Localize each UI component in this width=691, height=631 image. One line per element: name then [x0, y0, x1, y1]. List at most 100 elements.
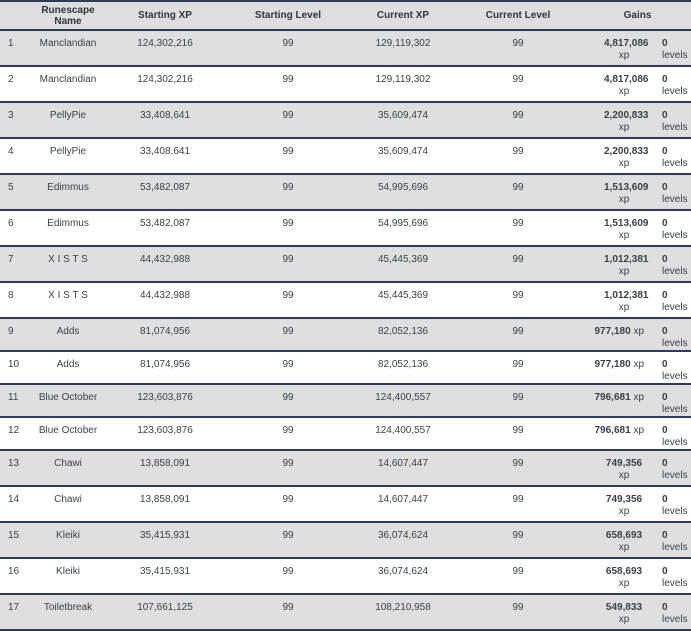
name-cell: Blue October	[28, 384, 108, 418]
gain-levels-value: 0	[662, 359, 668, 370]
starting-xp-cell: 107,661,125	[108, 594, 222, 631]
name-cell: PellyPie	[28, 102, 108, 139]
gain-levels-value: 0	[662, 458, 668, 469]
header-current-level[interactable]: Current Level	[452, 0, 584, 31]
levels-unit: levels	[662, 614, 688, 625]
rank-cell: 9	[0, 318, 28, 352]
levels-unit: levels	[662, 404, 688, 415]
levels-unit: levels	[662, 230, 688, 241]
starting-level-cell: 99	[222, 558, 354, 595]
current-xp-cell: 35,609,474	[354, 138, 452, 175]
starting-level-cell: 99	[222, 210, 354, 247]
levels-unit: levels	[662, 86, 688, 97]
starting-level-cell: 99	[222, 174, 354, 211]
rank-cell: 8	[0, 282, 28, 319]
gain-levels-cell: 0 levels	[648, 450, 691, 487]
header-starting-xp[interactable]: Starting XP	[108, 0, 222, 31]
gain-xp-value: 749,356	[605, 458, 643, 469]
xp-unit: xp	[618, 542, 630, 553]
gain-xp-cell: 2,200,833 xp	[584, 138, 649, 175]
gain-levels-cell: 0 levels	[648, 138, 691, 175]
current-level-cell: 99	[452, 138, 584, 175]
header-starting-level[interactable]: Starting Level	[222, 0, 354, 31]
rank-cell: 12	[0, 417, 28, 451]
xp-unit: xp	[618, 230, 630, 241]
name-cell: Toiletbreak	[28, 594, 108, 631]
xp-unit: xp	[618, 302, 630, 313]
name-cell: Blue October	[28, 417, 108, 451]
current-xp-cell: 45,445,369	[354, 246, 452, 283]
rank-cell: 1	[0, 30, 28, 67]
starting-level-cell: 99	[222, 417, 354, 451]
current-level-cell: 99	[452, 594, 584, 631]
rank-cell: 7	[0, 246, 28, 283]
rank-cell: 5	[0, 174, 28, 211]
starting-xp-cell: 53,482,087	[108, 210, 222, 247]
starting-xp-cell: 124,302,216	[108, 30, 222, 67]
gain-levels-cell: 0 levels	[648, 30, 691, 67]
rank-cell: 3	[0, 102, 28, 139]
levels-unit: levels	[662, 338, 688, 349]
starting-level-cell: 99	[222, 486, 354, 523]
gain-xp-cell: 796,681 xp	[584, 384, 648, 418]
xp-unit: xp	[633, 359, 644, 370]
name-cell: Kleiki	[28, 558, 108, 595]
table-row: 1 Manclandian 124,302,216 99 129,119,302 99 4,…	[0, 30, 691, 67]
starting-xp-cell: 53,482,087	[108, 174, 222, 211]
current-level-cell: 99	[452, 417, 584, 451]
rank-cell: 14	[0, 486, 28, 523]
gain-levels-cell: 0 levels	[648, 558, 691, 595]
gain-xp-value: 796,681	[594, 425, 631, 436]
table-row: 16 Kleiki 35,415,931 99 36,074,624 99 658,693 …	[0, 558, 691, 595]
xp-unit: xp	[618, 50, 630, 61]
gain-levels-value: 0	[662, 290, 668, 301]
header-name[interactable]: Runescape Name	[28, 0, 108, 31]
gain-xp-cell: 658,693 xp	[584, 558, 648, 595]
starting-xp-cell: 35,415,931	[108, 522, 222, 559]
starting-level-cell: 99	[222, 102, 354, 139]
header-gains[interactable]: Gains	[584, 0, 691, 31]
table-row: 12 Blue October 123,603,876 99 124,400,557 99…	[0, 417, 691, 451]
xp-unit: xp	[618, 578, 630, 589]
starting-xp-cell: 81,074,956	[108, 318, 222, 352]
gain-levels-cell: 0 levels	[648, 102, 691, 139]
gain-levels-value: 0	[662, 326, 668, 337]
current-xp-cell: 14,607,447	[354, 486, 452, 523]
xp-unit: xp	[633, 326, 644, 337]
gain-xp-value: 2,200,833	[604, 146, 649, 157]
levels-unit: levels	[662, 542, 688, 553]
xp-unit: xp	[618, 122, 630, 133]
gain-xp-cell: 749,356 xp	[584, 450, 648, 487]
gain-xp-cell: 796,681 xp	[584, 417, 648, 451]
rank-cell: 4	[0, 138, 28, 175]
name-cell: X I S T S	[28, 246, 108, 283]
gain-levels-value: 0	[662, 602, 668, 613]
gain-levels-cell: 0 levels	[648, 282, 691, 319]
starting-xp-cell: 35,415,931	[108, 558, 222, 595]
levels-unit: levels	[662, 371, 688, 382]
name-cell: Kleiki	[28, 522, 108, 559]
gain-xp-value: 549,833	[605, 602, 643, 613]
gain-xp-value: 4,817,086	[604, 74, 649, 85]
starting-xp-cell: 13,858,091	[108, 486, 222, 523]
starting-level-cell: 99	[222, 246, 354, 283]
current-level-cell: 99	[452, 522, 584, 559]
current-level-cell: 99	[452, 450, 584, 487]
table-body: 1 Manclandian 124,302,216 99 129,119,302 99 4,…	[0, 30, 691, 631]
current-level-cell: 99	[452, 351, 584, 385]
gain-xp-cell: 4,817,086 xp	[584, 66, 649, 103]
starting-level-cell: 99	[222, 450, 354, 487]
gain-xp-value: 1,012,381	[604, 290, 649, 301]
gain-xp-value: 1,513,609	[604, 218, 649, 229]
gain-xp-value: 1,513,609	[604, 182, 649, 193]
table-row: 13 Chawi 13,858,091 99 14,607,447 99 749,356 x…	[0, 450, 691, 487]
gain-xp-cell: 977,180 xp	[584, 318, 648, 352]
current-xp-cell: 124,400,557	[354, 384, 452, 418]
xp-unit: xp	[618, 266, 630, 277]
current-xp-cell: 108,210,958	[354, 594, 452, 631]
gain-levels-cell: 0 levels	[648, 174, 691, 211]
header-current-xp[interactable]: Current XP	[354, 0, 452, 31]
current-level-cell: 99	[452, 384, 584, 418]
gain-xp-value: 796,681	[594, 392, 631, 403]
